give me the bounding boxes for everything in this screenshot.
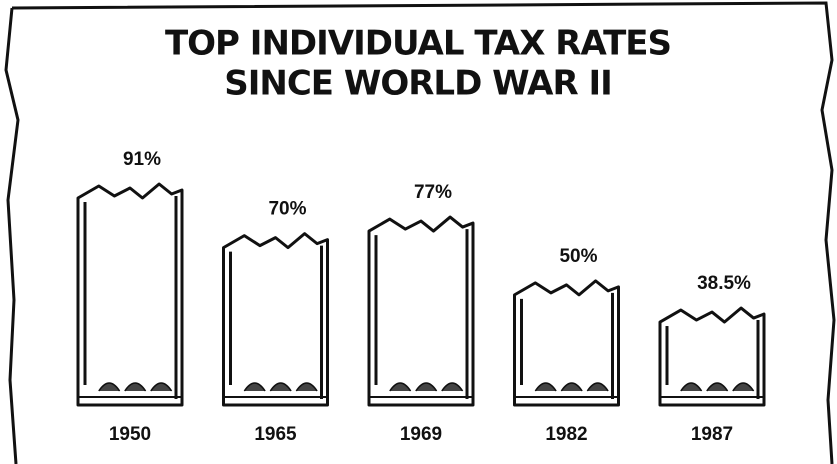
value-label: 50% — [559, 246, 597, 267]
frame — [4, 1, 836, 464]
ice — [150, 382, 173, 392]
ice — [732, 382, 755, 392]
x-tick-label: 1965 — [254, 424, 297, 445]
bar — [367, 215, 475, 407]
value-label: 91% — [123, 149, 161, 170]
x-tick-label: 1950 — [109, 424, 151, 445]
x-tick-label: 1982 — [545, 424, 587, 445]
ice — [441, 382, 464, 392]
ice — [243, 382, 266, 392]
value-label: 38.5% — [697, 273, 751, 294]
ice — [706, 382, 729, 392]
bar — [76, 182, 184, 407]
chart-title: SINCE WORLD WAR II — [224, 64, 612, 104]
x-tick-label: 1969 — [400, 424, 442, 445]
ice — [586, 382, 609, 392]
ice — [124, 382, 147, 392]
bar — [513, 279, 620, 407]
value-label: 70% — [268, 199, 306, 220]
ice — [269, 382, 292, 392]
chart-title: TOP INDIVIDUAL TAX RATES — [165, 24, 671, 64]
ice — [534, 382, 557, 392]
bar — [658, 306, 766, 407]
x-tick-label: 1987 — [691, 424, 733, 445]
ice — [680, 382, 703, 392]
ice — [560, 382, 583, 392]
ice — [98, 382, 121, 392]
ice — [295, 382, 318, 392]
ice — [389, 382, 412, 392]
value-label: 77% — [414, 182, 452, 203]
ice — [415, 382, 438, 392]
bar — [222, 232, 329, 407]
